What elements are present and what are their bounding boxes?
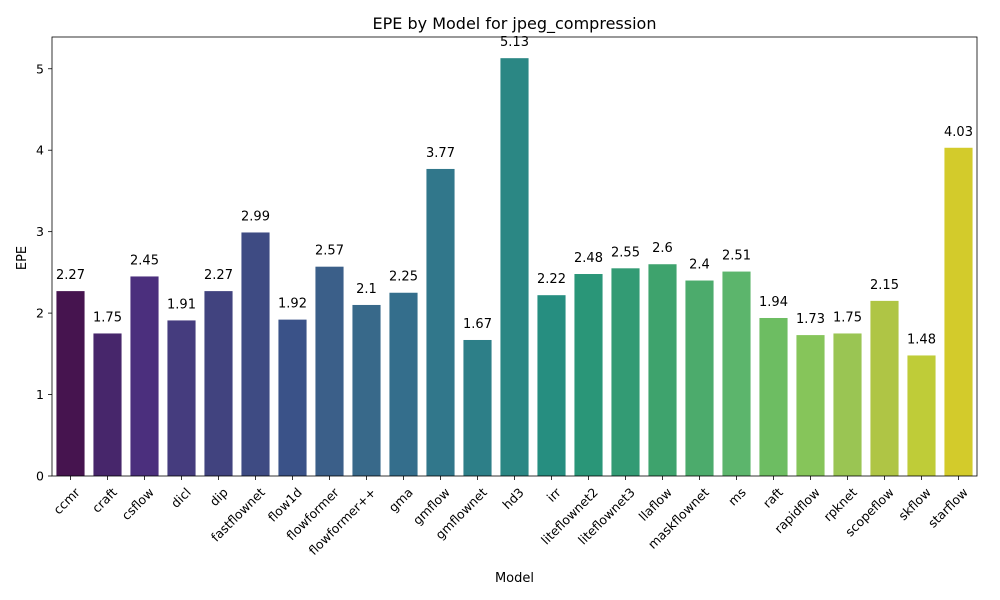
bar-rapidflow (796, 335, 825, 476)
x-tick-label: starflow (925, 485, 971, 531)
x-tick-label: flowformer++ (306, 485, 379, 558)
bar-value-label: 2.1 (356, 282, 377, 297)
bar-ms (722, 271, 751, 476)
bar-gma (389, 292, 418, 476)
bar-value-label: 2.55 (611, 245, 640, 260)
x-tick-label: gma (386, 485, 416, 515)
bar-starflow (944, 147, 973, 477)
bar-flowformer (315, 266, 344, 476)
x-tick-label: dicl (168, 485, 194, 511)
chart-title: EPE by Model for jpeg_compression (373, 14, 657, 34)
bar-value-label: 1.48 (907, 332, 936, 347)
bar-value-label: 2.6 (652, 241, 673, 256)
x-tick-label: hd3 (499, 485, 526, 512)
bar-value-label: 1.75 (833, 310, 862, 325)
bar-value-label: 1.67 (463, 317, 492, 332)
y-tick-label: 0 (36, 469, 44, 484)
bar-flowformer++ (352, 304, 381, 476)
bar-value-label: 2.45 (130, 253, 159, 268)
bar-value-label: 2.99 (241, 209, 270, 224)
bar-value-label: 1.91 (167, 297, 196, 312)
bar-value-label: 2.22 (537, 272, 566, 287)
bar-fastflownet (241, 232, 270, 476)
y-axis-label: EPE (15, 246, 30, 270)
y-tick-label: 4 (36, 143, 44, 158)
y-tick-label: 1 (36, 387, 44, 402)
bar-value-label: 2.4 (689, 258, 710, 273)
bar-value-label: 3.77 (426, 146, 455, 161)
bar-scopeflow (870, 300, 899, 476)
bar-value-label: 2.57 (315, 244, 344, 259)
bar-raft (759, 317, 788, 476)
x-tick-label: irr (544, 484, 565, 505)
bar-gmflow (426, 168, 455, 476)
x-tick-label: craft (89, 485, 120, 516)
y-tick-label: 3 (36, 224, 44, 239)
bar-maskflownet (685, 280, 714, 476)
bar-value-label: 1.92 (278, 297, 307, 312)
x-tick-label: csflow (119, 485, 157, 523)
bar-irr (537, 295, 566, 476)
bar-value-label: 1.73 (796, 312, 825, 327)
bar-value-label: 1.75 (93, 310, 122, 325)
bar-value-label: 2.48 (574, 251, 603, 266)
y-tick-label: 5 (36, 61, 44, 76)
bar-value-label: 2.25 (389, 270, 418, 285)
bar-llaflow (648, 264, 677, 476)
bar-hd3 (500, 58, 529, 477)
bar-ccmr (56, 291, 85, 476)
bar-rpknet (833, 333, 862, 476)
bar-liteflownet2 (574, 274, 603, 476)
bar-csflow (130, 276, 159, 476)
x-tick-label: dip (207, 485, 231, 509)
bar-value-label: 2.51 (722, 249, 751, 264)
x-tick-label: ms (725, 485, 749, 509)
bar-gmflownet (463, 339, 492, 476)
x-tick-label: ccmr (50, 484, 83, 517)
bar-value-label: 1.94 (759, 295, 788, 310)
plot-frame (51, 36, 978, 477)
bar-liteflownet3 (611, 268, 640, 476)
bar-value-label: 2.27 (56, 268, 85, 283)
bar-craft (93, 333, 122, 476)
bar-dip (204, 291, 233, 476)
y-axis: 0 1 2 3 4 5 (36, 61, 52, 484)
bar-flow1d (278, 319, 307, 476)
x-tick-label: raft (760, 485, 786, 511)
bars (56, 58, 973, 477)
bar-value-label: 4.03 (944, 125, 973, 140)
bar-value-label: 2.27 (204, 268, 233, 283)
bar-dicl (167, 320, 196, 476)
bar-skflow (907, 355, 936, 476)
y-tick-label: 2 (36, 306, 44, 321)
x-axis-label: Model (495, 571, 534, 586)
bar-value-label: 5.13 (500, 35, 529, 50)
bar-value-label: 2.15 (870, 278, 899, 293)
bar-value-labels: 2.27 1.75 2.45 1.91 2.27 2.99 1.92 2.57 2.1 2.25 3… (56, 35, 973, 347)
